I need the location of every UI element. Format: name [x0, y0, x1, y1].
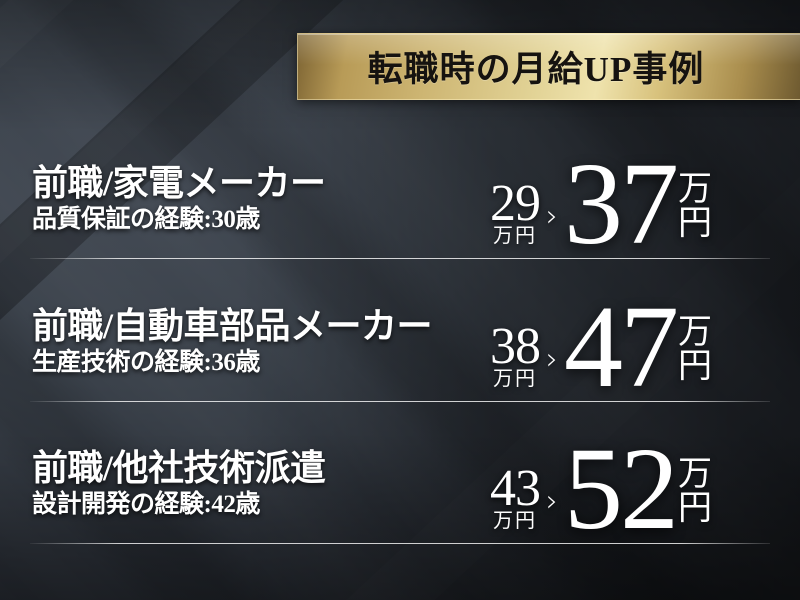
- new-salary-unit-yen: 円: [678, 348, 712, 386]
- banner-title-text: 転職時の月給UP事例: [367, 50, 705, 89]
- new-salary-unit-man: 万: [678, 313, 712, 351]
- salary-transition: 43 万円 › 52 万 円: [490, 422, 800, 554]
- job-title: 前職/家電メーカー: [32, 162, 326, 203]
- chevron-right-icon: ›: [546, 199, 558, 234]
- row-divider: [30, 543, 770, 544]
- new-salary-amount: 47: [564, 280, 679, 412]
- chevron-right-icon: ›: [546, 342, 558, 377]
- old-salary: 29 万円: [490, 174, 541, 247]
- case-row: 前職/家電メーカー 品質保証の経験:30歳 29 万円 › 37 万 円: [0, 137, 800, 269]
- new-salary-unit-man: 万: [678, 455, 712, 493]
- job-subtitle: 品質保証の経験:30歳: [32, 206, 260, 234]
- old-salary: 38 万円: [490, 317, 541, 390]
- job-title: 前職/自動車部品メーカー: [32, 305, 433, 346]
- job-subtitle: 生産技術の経験:36歳: [32, 349, 260, 377]
- case-info: 前職/自動車部品メーカー 生産技術の経験:36歳: [0, 306, 490, 378]
- new-salary: 52 万 円: [564, 422, 712, 554]
- new-salary-unit: 万 円: [678, 313, 712, 386]
- old-salary-unit: 万円: [493, 368, 537, 390]
- new-salary-unit-man: 万: [678, 170, 712, 208]
- salary-transition: 29 万円 › 37 万 円: [490, 137, 800, 269]
- old-salary: 43 万円: [490, 459, 541, 532]
- title-banner: 転職時の月給UP事例: [297, 33, 800, 100]
- new-salary-amount: 52: [564, 422, 679, 554]
- row-divider: [30, 401, 770, 402]
- row-divider: [30, 258, 770, 259]
- new-salary-unit-yen: 円: [678, 205, 712, 243]
- old-salary-unit: 万円: [493, 510, 537, 532]
- new-salary: 37 万 円: [564, 137, 712, 269]
- old-salary-amount: 29: [490, 174, 541, 232]
- case-row: 前職/他社技術派遣 設計開発の経験:42歳 43 万円 › 52 万 円: [0, 422, 800, 554]
- case-info: 前職/家電メーカー 品質保証の経験:30歳: [0, 163, 490, 235]
- old-salary-amount: 43: [490, 459, 541, 517]
- case-row: 前職/自動車部品メーカー 生産技術の経験:36歳 38 万円 › 47 万 円: [0, 280, 800, 412]
- case-info: 前職/他社技術派遣 設計開発の経験:42歳: [0, 448, 490, 520]
- old-salary-amount: 38: [490, 317, 541, 375]
- chevron-right-icon: ›: [546, 484, 558, 519]
- new-salary-unit: 万 円: [678, 455, 712, 528]
- salary-transition: 38 万円 › 47 万 円: [490, 280, 800, 412]
- new-salary-amount: 37: [564, 137, 679, 269]
- new-salary-unit: 万 円: [678, 170, 712, 243]
- new-salary-unit-yen: 円: [678, 490, 712, 528]
- job-subtitle: 設計開発の経験:42歳: [32, 491, 260, 519]
- job-title: 前職/他社技術派遣: [32, 447, 326, 488]
- old-salary-unit: 万円: [493, 225, 537, 247]
- new-salary: 47 万 円: [564, 280, 712, 412]
